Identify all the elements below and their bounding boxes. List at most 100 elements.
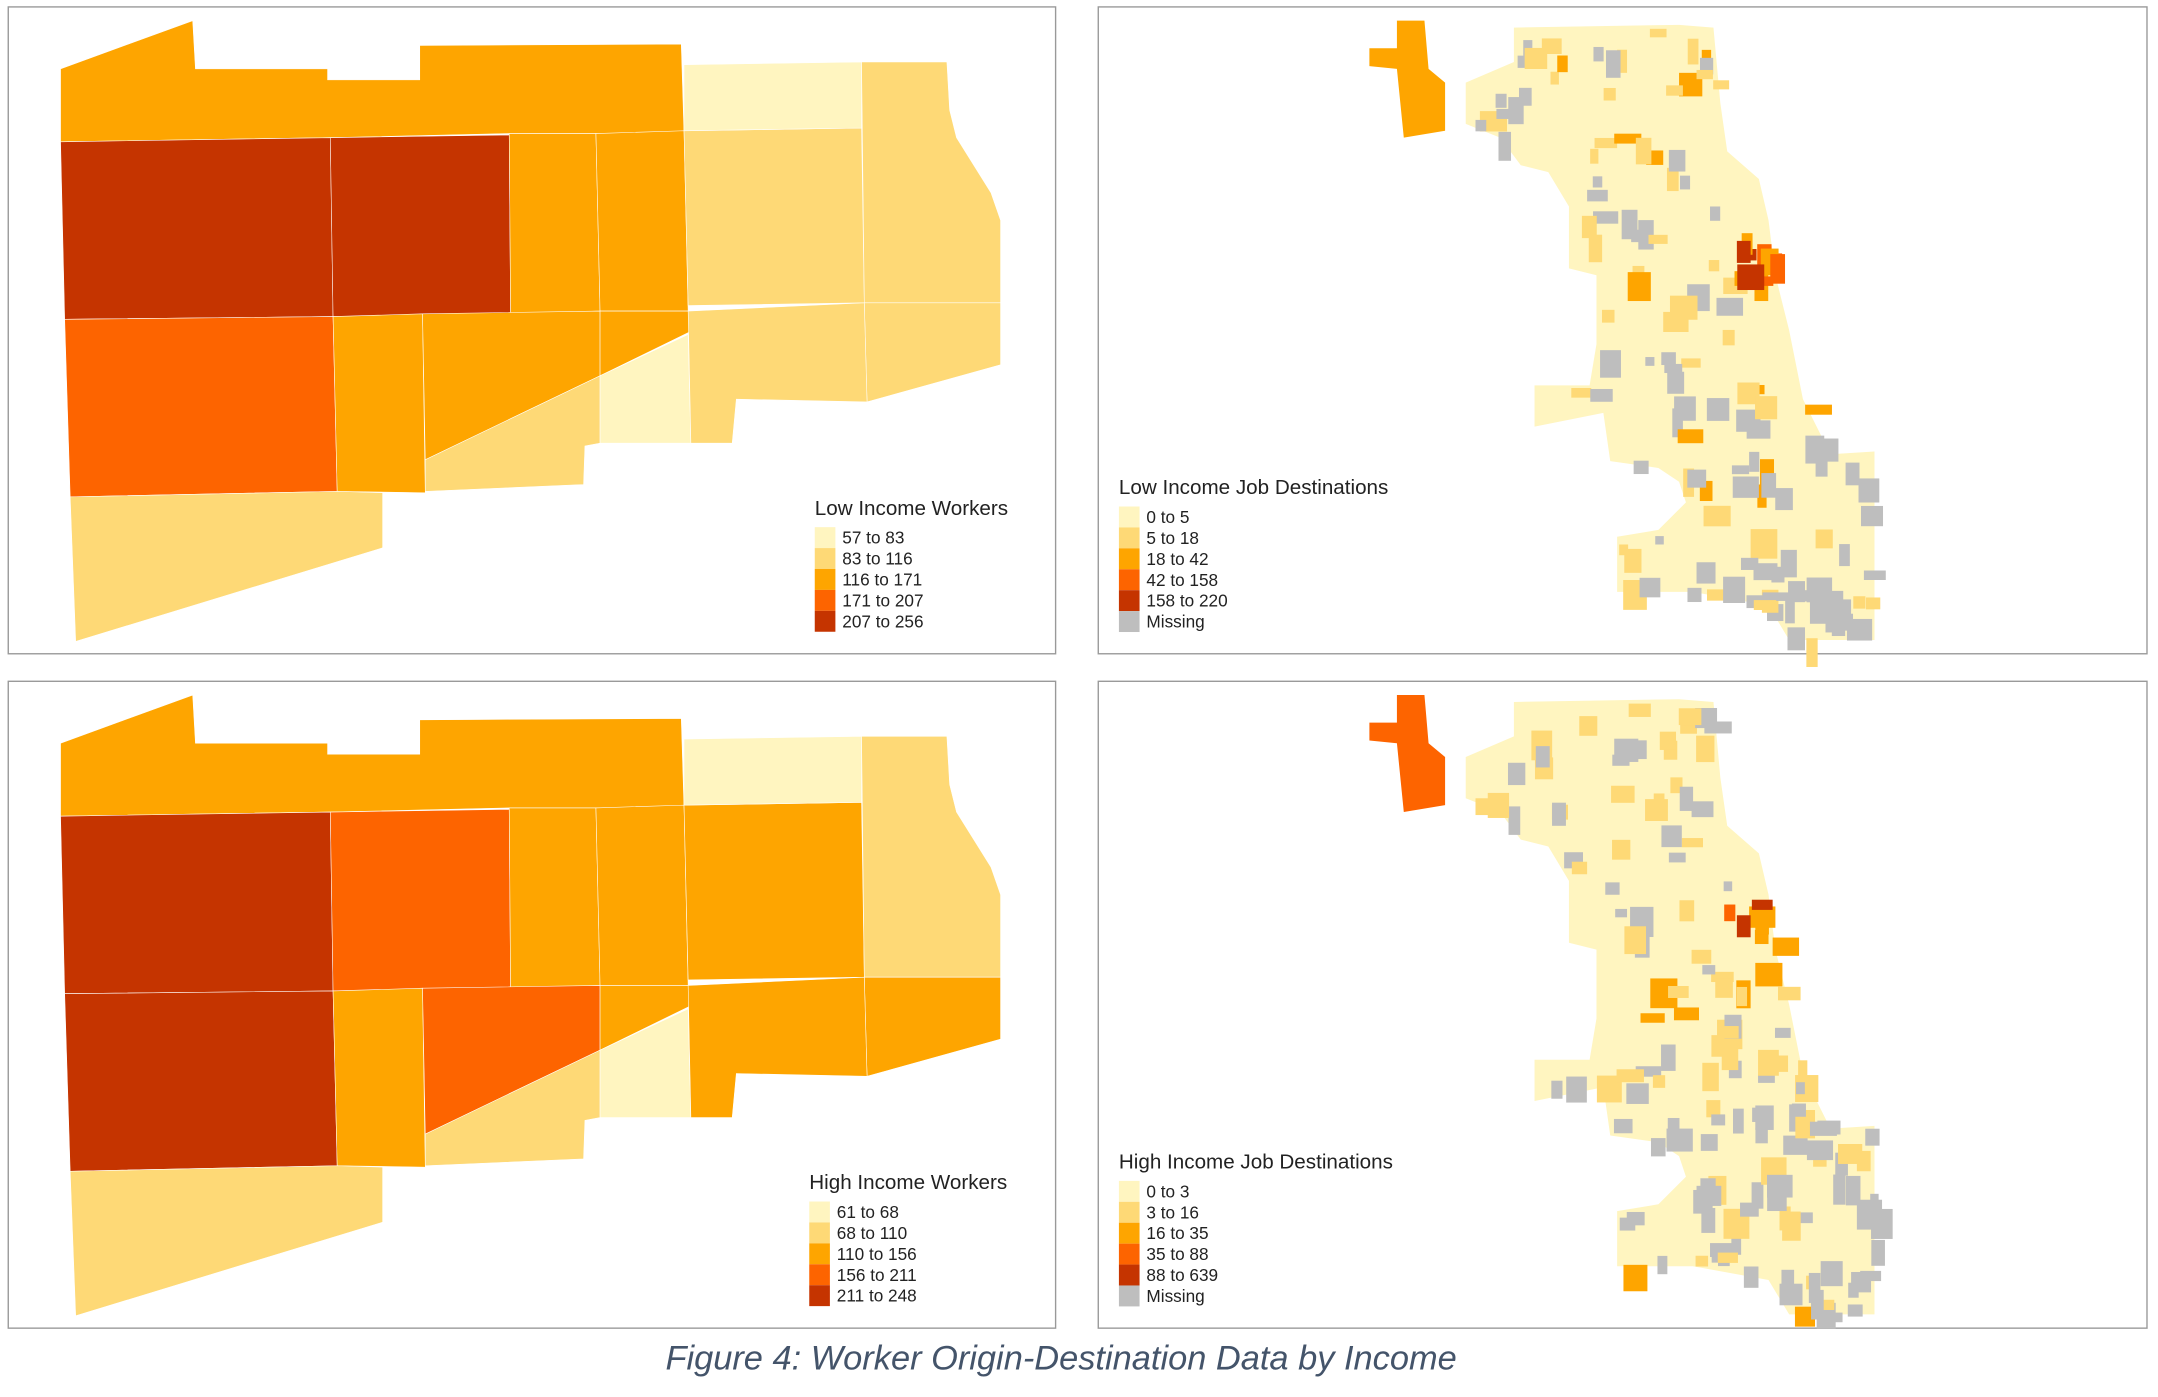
tract-cell — [1667, 1117, 1680, 1135]
tract-cell — [1865, 597, 1881, 610]
tract-cell — [1657, 1255, 1668, 1275]
legend-swatch — [1118, 590, 1140, 612]
tract-cell — [1587, 189, 1608, 202]
tract-cell — [1623, 1264, 1648, 1292]
tract-cell — [1617, 49, 1628, 73]
tract-cell — [1755, 962, 1783, 987]
tract-cell — [1696, 735, 1715, 763]
downtown-tract — [1736, 240, 1751, 263]
tract-cell — [1779, 1283, 1803, 1306]
tract-cell — [1737, 382, 1760, 405]
tract-cell — [1667, 371, 1685, 394]
tract-cell — [1743, 1266, 1759, 1288]
tract-cell — [1679, 900, 1695, 922]
legend-label: 0 to 3 — [1146, 1181, 1189, 1201]
tract-cell — [1702, 1062, 1719, 1092]
legend-label: 16 to 35 — [1146, 1223, 1208, 1243]
legend-swatch — [1118, 1264, 1140, 1286]
tract-cell — [1605, 50, 1621, 78]
tract-cell — [1845, 462, 1860, 486]
tract-cell — [1550, 71, 1559, 85]
tract-cell — [1713, 80, 1730, 90]
tract-cell — [1696, 562, 1716, 584]
tract-cell — [1706, 398, 1730, 421]
legend-label: 207 to 256 — [842, 611, 923, 631]
tract-cell — [1666, 1128, 1693, 1152]
tract-region — [508, 807, 601, 989]
tract-cell — [1663, 311, 1689, 332]
panel-high-income-job-destinations: High Income Job Destinations 0 to 33 to … — [1097, 680, 2148, 1329]
tract-cell — [1710, 206, 1721, 221]
legend-swatch — [1118, 506, 1140, 528]
tract-cell — [1736, 986, 1748, 1007]
tract-cell — [1858, 478, 1880, 503]
panel-low-income-job-destinations: Low Income Job Destinations 0 to 55 to 1… — [1097, 6, 2148, 667]
legend-label: 35 to 88 — [1146, 1244, 1208, 1264]
tract-cell — [1736, 409, 1761, 432]
tract-cell — [1820, 1261, 1843, 1287]
tract-cell — [1628, 703, 1651, 717]
tract-cell — [1605, 882, 1620, 895]
tract-cell — [1655, 536, 1664, 545]
tract-cell — [1551, 1080, 1563, 1099]
legend-label: 42 to 158 — [1146, 570, 1218, 590]
tract-cell — [1839, 544, 1850, 567]
tract-cell — [1803, 590, 1823, 602]
tract-cell — [1594, 137, 1618, 149]
tract-cell — [1639, 577, 1661, 598]
tract-cell — [1487, 792, 1510, 818]
tract-cell — [1722, 329, 1735, 346]
legend-swatch — [809, 1222, 830, 1244]
tract-cell — [1863, 570, 1886, 581]
tract-cell — [1772, 937, 1800, 956]
tract-cell — [1668, 149, 1686, 172]
tract-cell — [1664, 363, 1683, 374]
tract-cell — [1703, 505, 1731, 527]
tract-cell — [1668, 852, 1686, 863]
tract-cell — [1581, 215, 1597, 239]
tract-cell — [1624, 926, 1647, 955]
tract-region — [683, 802, 865, 981]
tract-cell — [1612, 839, 1631, 860]
legend-title: High Income Job Destinations — [1119, 1150, 1393, 1173]
tract-cell — [1806, 638, 1818, 667]
tract-cell — [1785, 593, 1795, 624]
legend-swatch — [809, 1264, 830, 1286]
tract-cell — [1593, 211, 1619, 224]
tract-cell — [1856, 1199, 1883, 1230]
tract-cell — [1566, 1076, 1587, 1103]
tract-cell — [1833, 1174, 1846, 1205]
tract-region — [332, 987, 426, 1168]
tract-region — [687, 302, 868, 444]
tract-cell — [1731, 1234, 1742, 1255]
tract-cell — [1701, 1207, 1716, 1233]
tract-cell — [1507, 762, 1526, 786]
tract-cell — [1751, 899, 1773, 910]
tract-cell — [1706, 589, 1733, 601]
tract-cell — [1842, 599, 1852, 624]
tract-cell — [1865, 1128, 1880, 1146]
tract-cell — [1552, 802, 1566, 826]
tract-cell — [1592, 176, 1603, 188]
tract-cell — [1775, 1055, 1789, 1072]
tract-cell — [1749, 906, 1776, 928]
tract-cell — [1588, 234, 1603, 263]
legend-label: 171 to 207 — [842, 590, 923, 610]
legend-swatch — [1118, 1201, 1140, 1223]
tract-cell — [1724, 904, 1736, 922]
tract-cell — [1809, 1121, 1837, 1136]
legend-title: Low Income Job Destinations — [1119, 476, 1388, 499]
tract-cell — [1808, 1272, 1821, 1303]
tract-cell — [1838, 1144, 1863, 1164]
tract-region — [64, 316, 338, 498]
tract-cell — [1678, 708, 1702, 726]
tract-cell — [1475, 798, 1491, 816]
legend-swatch — [814, 610, 836, 632]
tract-region — [64, 990, 338, 1172]
tract-cell — [1715, 978, 1733, 998]
tract-cell — [1666, 85, 1683, 96]
tract-cell — [1749, 451, 1760, 472]
tract-region — [60, 137, 334, 320]
